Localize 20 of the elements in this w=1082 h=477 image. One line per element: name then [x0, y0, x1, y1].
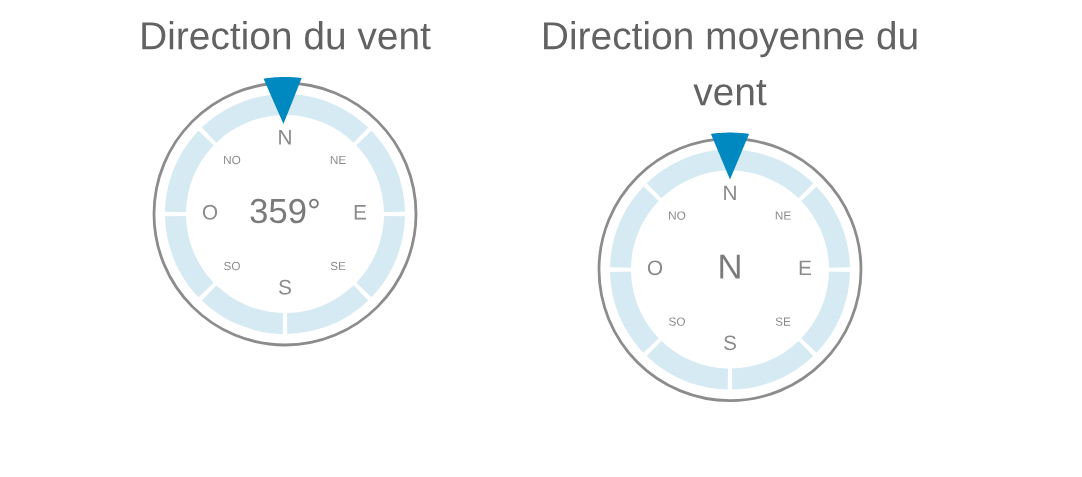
text: Direction du vent [142, 21, 431, 50]
category-label: S [724, 335, 736, 351]
text: Direction moyenne du vent [544, 21, 917, 106]
text: NO [224, 155, 241, 165]
data-label: 359° [250, 198, 319, 224]
category-label: NE [775, 211, 791, 220]
category-label: O [647, 260, 663, 276]
category-label: E [799, 260, 812, 275]
category-label: N [724, 185, 736, 200]
text: E [354, 205, 367, 220]
text: N [720, 254, 740, 279]
text: NE [330, 155, 346, 165]
category-label: SO [668, 317, 685, 326]
text: SO [223, 261, 240, 271]
category-label: NO [669, 211, 686, 220]
text: N [279, 130, 291, 145]
text: O [202, 204, 218, 220]
text: SE [330, 261, 346, 271]
category-label: SE [775, 317, 791, 326]
text: S [279, 279, 291, 295]
